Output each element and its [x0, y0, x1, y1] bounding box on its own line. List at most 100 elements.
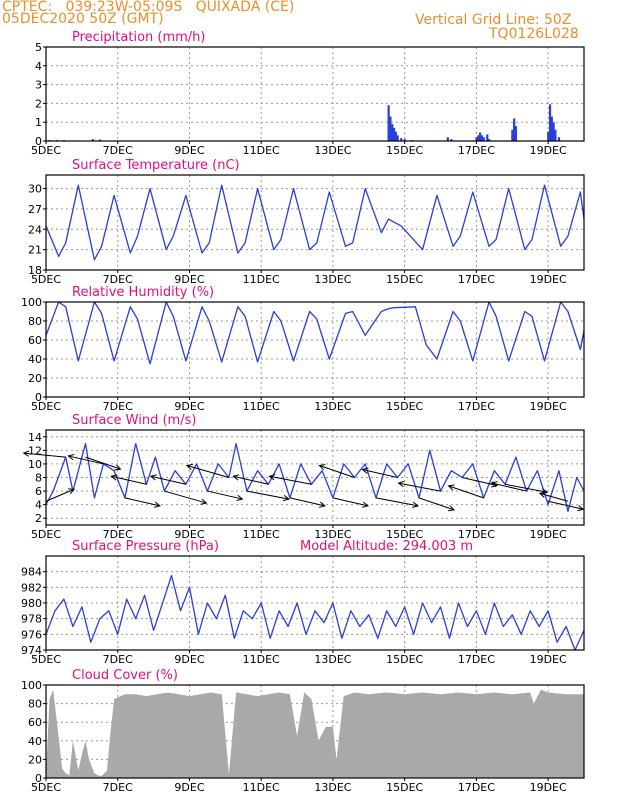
x-tick-label: 5DEC [31, 144, 61, 157]
y-tick-label: 980 [21, 597, 42, 610]
wind-arrow [23, 452, 66, 458]
y-tick-label: 976 [21, 628, 42, 641]
precip-bar [446, 137, 449, 141]
y-tick-label: 20 [28, 753, 42, 766]
x-tick-label: 11DEC [243, 781, 280, 794]
wind-arrow [418, 497, 455, 511]
panel-frame [45, 301, 585, 398]
panel-5 [43, 555, 585, 653]
wind-arrowhead [318, 501, 326, 508]
wind-arrow [269, 475, 312, 485]
model-altitude-label: Model Altitude: 294.003 m [300, 539, 473, 554]
panel-3 [43, 301, 585, 400]
precip-bar [514, 125, 518, 141]
x-tick-label: 17DEC [458, 653, 495, 666]
y-tick-label: 100 [21, 679, 42, 692]
x-tick-label: 13DEC [314, 273, 351, 286]
x-tick-label: 17DEC [458, 400, 495, 413]
y-tick-label: 8 [35, 472, 42, 485]
y-tick-label: 2 [35, 512, 42, 525]
station-header: CPTEC: 039:23W-05:09S QUIXADA (CE) [2, 0, 295, 15]
series-line [45, 574, 585, 651]
wind-arrow [233, 475, 269, 485]
wind-arrowhead [447, 484, 455, 491]
x-tick-label: 5DEC [31, 653, 61, 666]
y-tick-label: 18 [28, 264, 42, 277]
wind-arrow [207, 490, 243, 500]
y-tick-label: 2 [35, 97, 42, 110]
wind-arrowhead [318, 464, 326, 471]
x-tick-label: 13DEC [314, 528, 351, 541]
wind-arrowhead [448, 505, 456, 512]
wind-arrow [332, 497, 369, 507]
wind-arrow [289, 497, 326, 507]
wind-arrow [85, 456, 121, 470]
x-tick-label: 13DEC [314, 781, 351, 794]
x-tick-label: 11DEC [243, 144, 280, 157]
wind-arrowhead [110, 474, 118, 481]
y-tick-label: 10 [28, 458, 42, 471]
wind-arrow [548, 500, 584, 510]
precip-bar [400, 138, 403, 141]
precip-bar [550, 116, 553, 141]
wind-arrow [246, 490, 289, 500]
x-tick-label: 17DEC [458, 528, 495, 541]
y-tick-label: 984 [21, 566, 42, 579]
precip-bar [557, 137, 561, 141]
wind-arrowhead [538, 491, 546, 498]
x-tick-label: 19DEC [530, 144, 567, 157]
y-tick-label: 4 [35, 499, 42, 512]
panel-frame [45, 46, 585, 142]
x-tick-label: 9DEC [174, 781, 204, 794]
y-tick-label: 20 [28, 372, 42, 385]
precip-bar [394, 131, 397, 141]
wind-arrowhead [541, 488, 549, 495]
x-tick-label: 13DEC [314, 400, 351, 413]
x-tick-label: 19DEC [530, 400, 567, 413]
precip-bar [554, 129, 557, 141]
precip-bar [477, 135, 480, 141]
panel-title: Surface Wind (m/s) [72, 413, 196, 428]
wind-arrowhead [232, 474, 240, 481]
x-tick-label: 19DEC [530, 781, 567, 794]
panel-2 [43, 174, 585, 273]
panel-frame [45, 684, 585, 779]
y-tick-label: 40 [28, 735, 42, 748]
y-tick-label: 12 [28, 444, 42, 457]
x-tick-label: 15DEC [386, 273, 423, 286]
x-tick-label: 13DEC [314, 144, 351, 157]
wind-arrow [68, 455, 104, 465]
x-tick-label: 15DEC [386, 528, 423, 541]
y-tick-label: 30 [28, 183, 42, 196]
x-tick-label: 7DEC [103, 781, 133, 794]
precip-bar [487, 139, 491, 141]
y-tick-label: 4 [35, 60, 42, 73]
run-date-header: 05DEC2020 50Z (GMT) [2, 11, 164, 27]
wind-arrow [186, 465, 230, 478]
x-tick-label: 15DEC [386, 653, 423, 666]
precip-bar [548, 104, 552, 141]
wind-arrow [124, 497, 161, 507]
x-tick-label: 15DEC [386, 144, 423, 157]
precip-bar [482, 137, 485, 141]
y-tick-label: 978 [21, 613, 42, 626]
y-tick-label: 982 [21, 581, 42, 594]
wind-arrow [319, 465, 355, 478]
cloud-cover-area [46, 689, 584, 778]
wind-arrow [111, 475, 147, 485]
precip-bar [552, 122, 555, 141]
x-tick-label: 19DEC [530, 528, 567, 541]
precip-bar [450, 139, 453, 141]
y-tick-label: 974 [21, 644, 42, 657]
x-tick-label: 9DEC [174, 273, 204, 286]
y-tick-label: 60 [28, 334, 42, 347]
panel-4 [22, 429, 585, 528]
wind-arrowhead [236, 494, 244, 502]
y-tick-label: 14 [28, 431, 42, 444]
wind-arrow [491, 482, 527, 492]
y-tick-label: 0 [35, 391, 42, 404]
y-tick-label: 60 [28, 716, 42, 729]
wind-arrow [398, 482, 441, 492]
wind-arrowhead [153, 501, 161, 508]
x-tick-label: 9DEC [174, 400, 204, 413]
